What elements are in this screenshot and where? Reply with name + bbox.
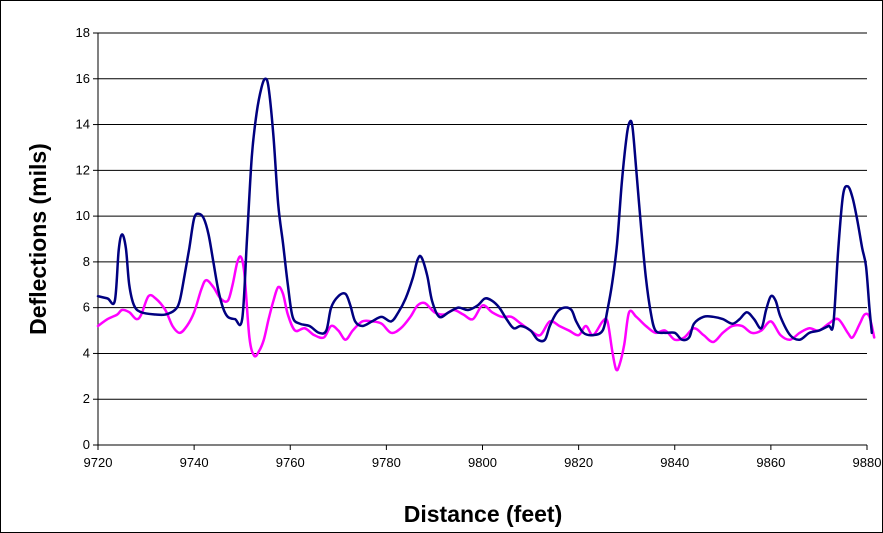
x-tick-label: 9760: [276, 455, 305, 470]
y-tick-label: 4: [83, 345, 90, 360]
x-tick-label: 9820: [564, 455, 593, 470]
series-group: [96, 77, 876, 372]
y-tick-label: 0: [83, 437, 90, 452]
x-tick-label: 9840: [660, 455, 689, 470]
x-tick-label: 9740: [180, 455, 209, 470]
y-tick-label: 6: [83, 300, 90, 315]
x-tick-label: 9880: [853, 455, 882, 470]
y-tick-label: 12: [76, 162, 90, 177]
tick-labels: 0 2 4 6 8 10 12 14 16 18 9720 9740 9760 9780 9800 9820 9…: [76, 25, 882, 470]
x-tick-label: 9720: [84, 455, 113, 470]
y-tick-label: 14: [76, 117, 90, 132]
x-tick-label: 9800: [468, 455, 497, 470]
y-tick-label: 8: [83, 254, 90, 269]
y-tick-label: 16: [76, 71, 90, 86]
x-axis-title: Distance (feet): [404, 501, 562, 527]
horizontal-gridlines: [98, 32, 867, 400]
axes: [93, 32, 868, 450]
x-tick-label: 9780: [372, 455, 401, 470]
y-axis-title: Deflections (mils): [25, 143, 51, 335]
series-line-navy: [96, 77, 874, 343]
x-tick-label: 9860: [756, 455, 785, 470]
y-tick-label: 18: [76, 25, 90, 40]
y-tick-label: 2: [83, 391, 90, 406]
y-tick-label: 10: [76, 208, 90, 223]
